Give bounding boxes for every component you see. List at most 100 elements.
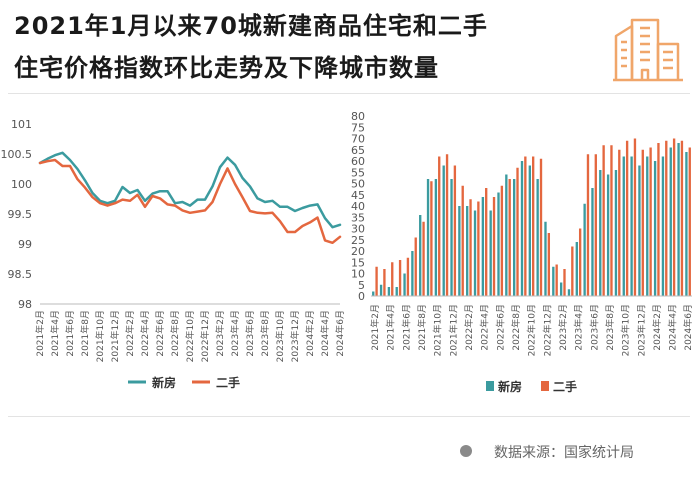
bar-second	[665, 140, 668, 296]
bar-new	[653, 161, 657, 296]
line-series-new	[38, 151, 342, 229]
bar-new	[583, 203, 586, 296]
bar-second	[524, 156, 527, 296]
line-x-tick-label: 2023年12月	[289, 310, 301, 362]
line-x-tick-label: 2021年4月	[49, 310, 61, 357]
bar-second	[516, 167, 519, 296]
bar-second	[539, 158, 543, 296]
source-note: 数据来源：国家统计局	[0, 440, 698, 464]
bar-y-tick-label: 15	[351, 256, 365, 269]
line-x-tick-label: 2023年6月	[244, 310, 256, 357]
bar-new	[387, 287, 391, 296]
bar-second	[438, 156, 441, 296]
bar-new	[379, 284, 383, 296]
line-x-tick-label: 2022年10月	[184, 310, 196, 362]
page-title-line-1: 2021年1月以来70城新建商品住宅和二手	[14, 12, 488, 40]
bar-new	[606, 174, 610, 296]
bar-second	[422, 221, 425, 296]
line-x-tick-label: 2022年8月	[169, 310, 181, 357]
line-x-tick-label: 2022年4月	[139, 310, 151, 357]
line-y-tick-label: 101	[11, 118, 32, 131]
bar-new	[450, 179, 453, 296]
bar-new	[638, 165, 641, 296]
bar-x-tick-label: 2022年6月	[494, 304, 506, 351]
legend-swatch	[541, 381, 549, 391]
line-x-tick-label: 2023年2月	[214, 310, 226, 357]
bar-new	[646, 156, 649, 296]
bar-new	[403, 273, 406, 296]
line-series-second	[38, 158, 342, 245]
bar-new	[489, 210, 492, 296]
header-divider	[8, 93, 690, 94]
bar-second	[532, 156, 535, 296]
bar-second	[445, 154, 449, 296]
bar-second	[625, 140, 629, 296]
page-title-line-2: 住宅价格指数环比走势及下降城市数量	[14, 54, 439, 82]
bar-new	[505, 174, 508, 296]
bar-new	[372, 291, 375, 296]
line-y-tick-label: 99.5	[8, 208, 33, 221]
bar-new	[685, 152, 688, 296]
bar-second	[586, 154, 590, 296]
bar-second	[383, 269, 386, 296]
line-x-tick-label: 2022年12月	[199, 310, 211, 362]
bar-new	[630, 156, 633, 296]
line-x-tick-label: 2021年8月	[79, 310, 91, 357]
source-text: 数据来源：国家统计局	[494, 445, 634, 461]
bar-x-tick-label: 2023年2月	[557, 304, 569, 351]
bar-x-tick-label: 2022年4月	[479, 304, 491, 351]
bar-y-tick-label: 5	[358, 279, 365, 292]
bar-second	[485, 188, 488, 296]
bar-second	[633, 138, 637, 296]
bar-new	[536, 179, 539, 296]
line-x-tick-label: 2022年2月	[124, 310, 136, 357]
bar-x-tick-label: 2023年6月	[588, 304, 600, 351]
bar-new	[567, 289, 571, 296]
bar-second	[398, 260, 402, 296]
bar-second	[547, 233, 551, 296]
bar-second	[406, 257, 410, 296]
bar-y-tick-label: 50	[351, 178, 365, 191]
legend-label: 新房	[152, 375, 176, 390]
line-y-tick-label: 100.5	[1, 148, 33, 161]
line-y-tick-label: 98	[18, 298, 32, 311]
bar-second	[508, 179, 511, 296]
bar-new	[512, 179, 516, 296]
bar-x-tick-label: 2022年12月	[541, 304, 553, 356]
bar-x-tick-label: 2023年4月	[573, 304, 585, 351]
bar-new	[677, 143, 680, 296]
bar-x-tick-label: 2021年6月	[400, 304, 412, 351]
line-x-tick-label: 2023年8月	[259, 310, 271, 357]
bar-x-tick-label: 2022年8月	[510, 304, 522, 351]
bar-second	[500, 185, 504, 296]
bar-second	[469, 199, 472, 296]
bar-new	[599, 170, 602, 296]
line-y-tick-label: 98.5	[8, 268, 33, 281]
bar-second	[563, 269, 566, 296]
line-x-tick-label: 2023年4月	[229, 310, 241, 357]
bar-new	[395, 287, 398, 296]
bar-y-tick-label: 30	[351, 223, 365, 236]
bar-x-tick-label: 2021年2月	[369, 304, 381, 351]
bar-x-tick-label: 2021年12月	[447, 304, 459, 356]
bar-y-tick-label: 20	[351, 245, 365, 258]
bar-new	[552, 266, 555, 296]
bar-x-tick-label: 2021年4月	[385, 304, 397, 351]
bar-y-tick-label: 80	[351, 110, 365, 123]
line-x-tick-label: 2022年6月	[154, 310, 166, 357]
bar-y-tick-label: 35	[351, 211, 365, 224]
bar-new	[419, 215, 422, 296]
bar-new	[481, 197, 485, 296]
bar-new	[473, 210, 477, 296]
bar-new	[614, 170, 618, 296]
bar-y-tick-label: 45	[351, 189, 365, 202]
line-y-tick-label: 99	[18, 238, 32, 251]
bar-x-tick-label: 2024年6月	[682, 304, 694, 351]
bar-new	[466, 206, 469, 296]
bar-x-tick-label: 2023年10月	[620, 304, 632, 356]
bar-second	[602, 145, 605, 296]
bar-new	[559, 282, 563, 296]
bar-new	[497, 192, 500, 296]
bar-second	[610, 145, 613, 296]
